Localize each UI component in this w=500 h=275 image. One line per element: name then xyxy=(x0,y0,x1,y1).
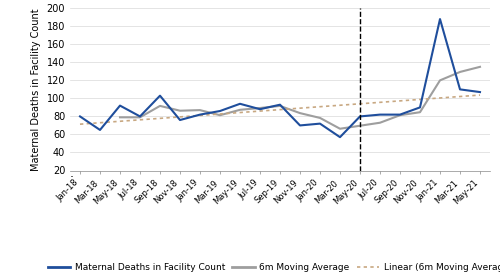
Maternal Deaths in Facility Count xyxy=(457,88,463,91)
Maternal Deaths in Facility Count xyxy=(217,109,223,113)
6m Moving Average xyxy=(417,111,423,114)
6m Moving Average xyxy=(317,116,323,120)
6m Moving Average xyxy=(117,116,123,119)
Maternal Deaths in Facility Count xyxy=(137,115,143,118)
Y-axis label: Maternal Deaths in Facility Count: Maternal Deaths in Facility Count xyxy=(31,8,41,171)
Maternal Deaths in Facility Count xyxy=(97,128,103,132)
Legend: Maternal Deaths in Facility Count, 6m Moving Average, Linear (6m Moving Average): Maternal Deaths in Facility Count, 6m Mo… xyxy=(44,259,500,275)
Linear (6m Moving Average) xyxy=(157,117,163,120)
Line: Linear (6m Moving Average): Linear (6m Moving Average) xyxy=(80,95,480,124)
6m Moving Average xyxy=(377,121,383,124)
6m Moving Average xyxy=(357,124,363,127)
6m Moving Average xyxy=(197,108,203,112)
Maternal Deaths in Facility Count xyxy=(377,113,383,116)
Linear (6m Moving Average) xyxy=(217,112,223,116)
6m Moving Average xyxy=(157,104,163,108)
Maternal Deaths in Facility Count xyxy=(77,115,83,118)
6m Moving Average xyxy=(217,114,223,117)
Maternal Deaths in Facility Count xyxy=(257,108,263,111)
6m Moving Average xyxy=(437,79,443,82)
Linear (6m Moving Average) xyxy=(237,111,243,114)
Linear (6m Moving Average) xyxy=(357,102,363,105)
6m Moving Average xyxy=(277,104,283,108)
Maternal Deaths in Facility Count xyxy=(177,118,183,122)
Line: Maternal Deaths in Facility Count: Maternal Deaths in Facility Count xyxy=(80,19,480,137)
6m Moving Average xyxy=(257,106,263,110)
Linear (6m Moving Average) xyxy=(417,98,423,101)
Linear (6m Moving Average) xyxy=(97,121,103,124)
Maternal Deaths in Facility Count xyxy=(337,136,343,139)
Maternal Deaths in Facility Count xyxy=(317,122,323,125)
Linear (6m Moving Average) xyxy=(277,108,283,111)
Maternal Deaths in Facility Count xyxy=(397,113,403,116)
Maternal Deaths in Facility Count xyxy=(417,106,423,109)
Maternal Deaths in Facility Count xyxy=(157,94,163,97)
Maternal Deaths in Facility Count xyxy=(357,115,363,118)
Maternal Deaths in Facility Count xyxy=(477,90,483,94)
Linear (6m Moving Average) xyxy=(137,118,143,122)
Linear (6m Moving Average) xyxy=(317,105,323,108)
Linear (6m Moving Average) xyxy=(377,101,383,104)
Linear (6m Moving Average) xyxy=(457,95,463,98)
Linear (6m Moving Average) xyxy=(397,99,403,103)
6m Moving Average xyxy=(337,127,343,130)
Linear (6m Moving Average) xyxy=(297,106,303,110)
Maternal Deaths in Facility Count xyxy=(237,102,243,105)
6m Moving Average xyxy=(137,116,143,119)
Maternal Deaths in Facility Count xyxy=(437,17,443,21)
Maternal Deaths in Facility Count xyxy=(277,103,283,106)
Text: .: . xyxy=(70,167,74,180)
6m Moving Average xyxy=(297,111,303,115)
Linear (6m Moving Average) xyxy=(77,123,83,126)
Linear (6m Moving Average) xyxy=(257,109,263,113)
Maternal Deaths in Facility Count xyxy=(297,124,303,127)
Linear (6m Moving Average) xyxy=(337,104,343,107)
6m Moving Average xyxy=(177,109,183,112)
Maternal Deaths in Facility Count xyxy=(197,113,203,116)
Linear (6m Moving Average) xyxy=(177,115,183,119)
6m Moving Average xyxy=(457,70,463,74)
Line: 6m Moving Average: 6m Moving Average xyxy=(120,67,480,129)
Linear (6m Moving Average) xyxy=(197,114,203,117)
6m Moving Average xyxy=(237,108,243,111)
6m Moving Average xyxy=(477,65,483,68)
Linear (6m Moving Average) xyxy=(437,96,443,100)
Maternal Deaths in Facility Count xyxy=(117,104,123,107)
6m Moving Average xyxy=(397,114,403,117)
Linear (6m Moving Average) xyxy=(117,120,123,123)
Linear (6m Moving Average) xyxy=(477,94,483,97)
